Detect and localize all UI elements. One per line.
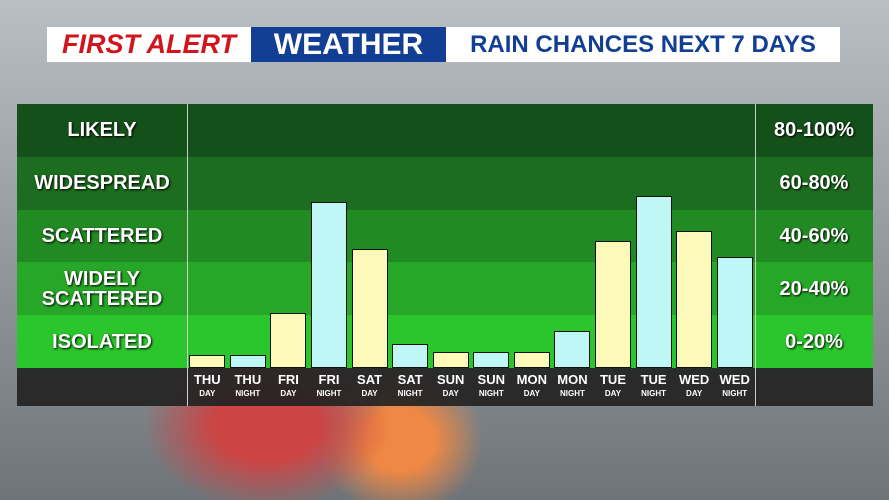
x-tick-label: TUE <box>599 372 626 387</box>
x-tick-label: SUN <box>477 372 505 387</box>
band-range-label: 60-80% <box>779 172 849 195</box>
x-tick-sublabel: NIGHT <box>397 389 423 398</box>
bar <box>270 312 307 368</box>
x-tick-sublabel: NIGHT <box>559 389 585 398</box>
band-range-label: 80-100% <box>773 119 855 142</box>
band-range-label: 0-20% <box>785 330 843 353</box>
x-tick-sublabel: DAY <box>523 389 540 398</box>
x-tick-label: TUE <box>640 372 667 387</box>
x-tick-sublabel: DAY <box>361 389 378 398</box>
bar <box>432 352 469 368</box>
divider <box>755 104 756 406</box>
bar <box>189 354 226 368</box>
band-label: WIDESPREAD <box>34 172 170 195</box>
section: WEATHER <box>251 27 446 62</box>
axis-row <box>17 368 873 406</box>
bar <box>595 241 631 368</box>
x-tick-label: SAT <box>397 372 423 387</box>
x-tick-sublabel: NIGHT <box>641 389 666 398</box>
band <box>17 104 873 157</box>
x-tick-sublabel: DAY <box>686 389 703 398</box>
x-tick-label: SUN <box>436 372 465 387</box>
bar <box>351 249 388 368</box>
bar <box>513 352 550 368</box>
x-tick-label: FRI <box>318 372 340 387</box>
bar <box>229 354 266 368</box>
brand: FIRST ALERT <box>47 27 251 62</box>
x-tick-sublabel: DAY <box>442 389 459 398</box>
x-tick-label: WED <box>719 372 750 387</box>
x-tick-label: THU <box>193 372 221 387</box>
divider <box>187 104 188 406</box>
bar <box>473 352 510 368</box>
x-tick-sublabel: DAY <box>280 389 297 398</box>
band-range-label: 20-40% <box>779 277 849 300</box>
x-tick-sublabel: NIGHT <box>722 389 748 398</box>
x-tick-label: SAT <box>357 372 383 387</box>
x-tick-sublabel: DAY <box>604 389 622 398</box>
bar <box>554 331 591 368</box>
bar <box>676 230 713 368</box>
x-tick-label: THU <box>234 372 262 387</box>
bar <box>311 201 347 368</box>
bar <box>716 257 753 368</box>
band-label: ISOLATED <box>52 330 152 353</box>
x-tick-label: MON <box>516 372 548 387</box>
bar <box>635 196 672 368</box>
band <box>17 156 873 210</box>
x-tick-label: FRI <box>277 372 299 387</box>
band-label: WIDELY SCATTERED <box>41 267 163 310</box>
chart-title: RAIN CHANCES NEXT 7 DAYS <box>446 27 840 62</box>
bar <box>392 344 429 368</box>
x-tick-sublabel: NIGHT <box>316 389 342 398</box>
x-tick-label: MON <box>557 372 588 387</box>
band-range-label: 40-60% <box>779 224 849 247</box>
band-label: LIKELY <box>67 119 137 142</box>
x-tick-sublabel: DAY <box>199 389 216 398</box>
band <box>17 209 873 263</box>
x-tick-sublabel: NIGHT <box>235 389 261 398</box>
band-label: SCATTERED <box>41 224 163 247</box>
x-tick-sublabel: NIGHT <box>478 389 504 398</box>
x-tick-label: WED <box>678 372 710 387</box>
